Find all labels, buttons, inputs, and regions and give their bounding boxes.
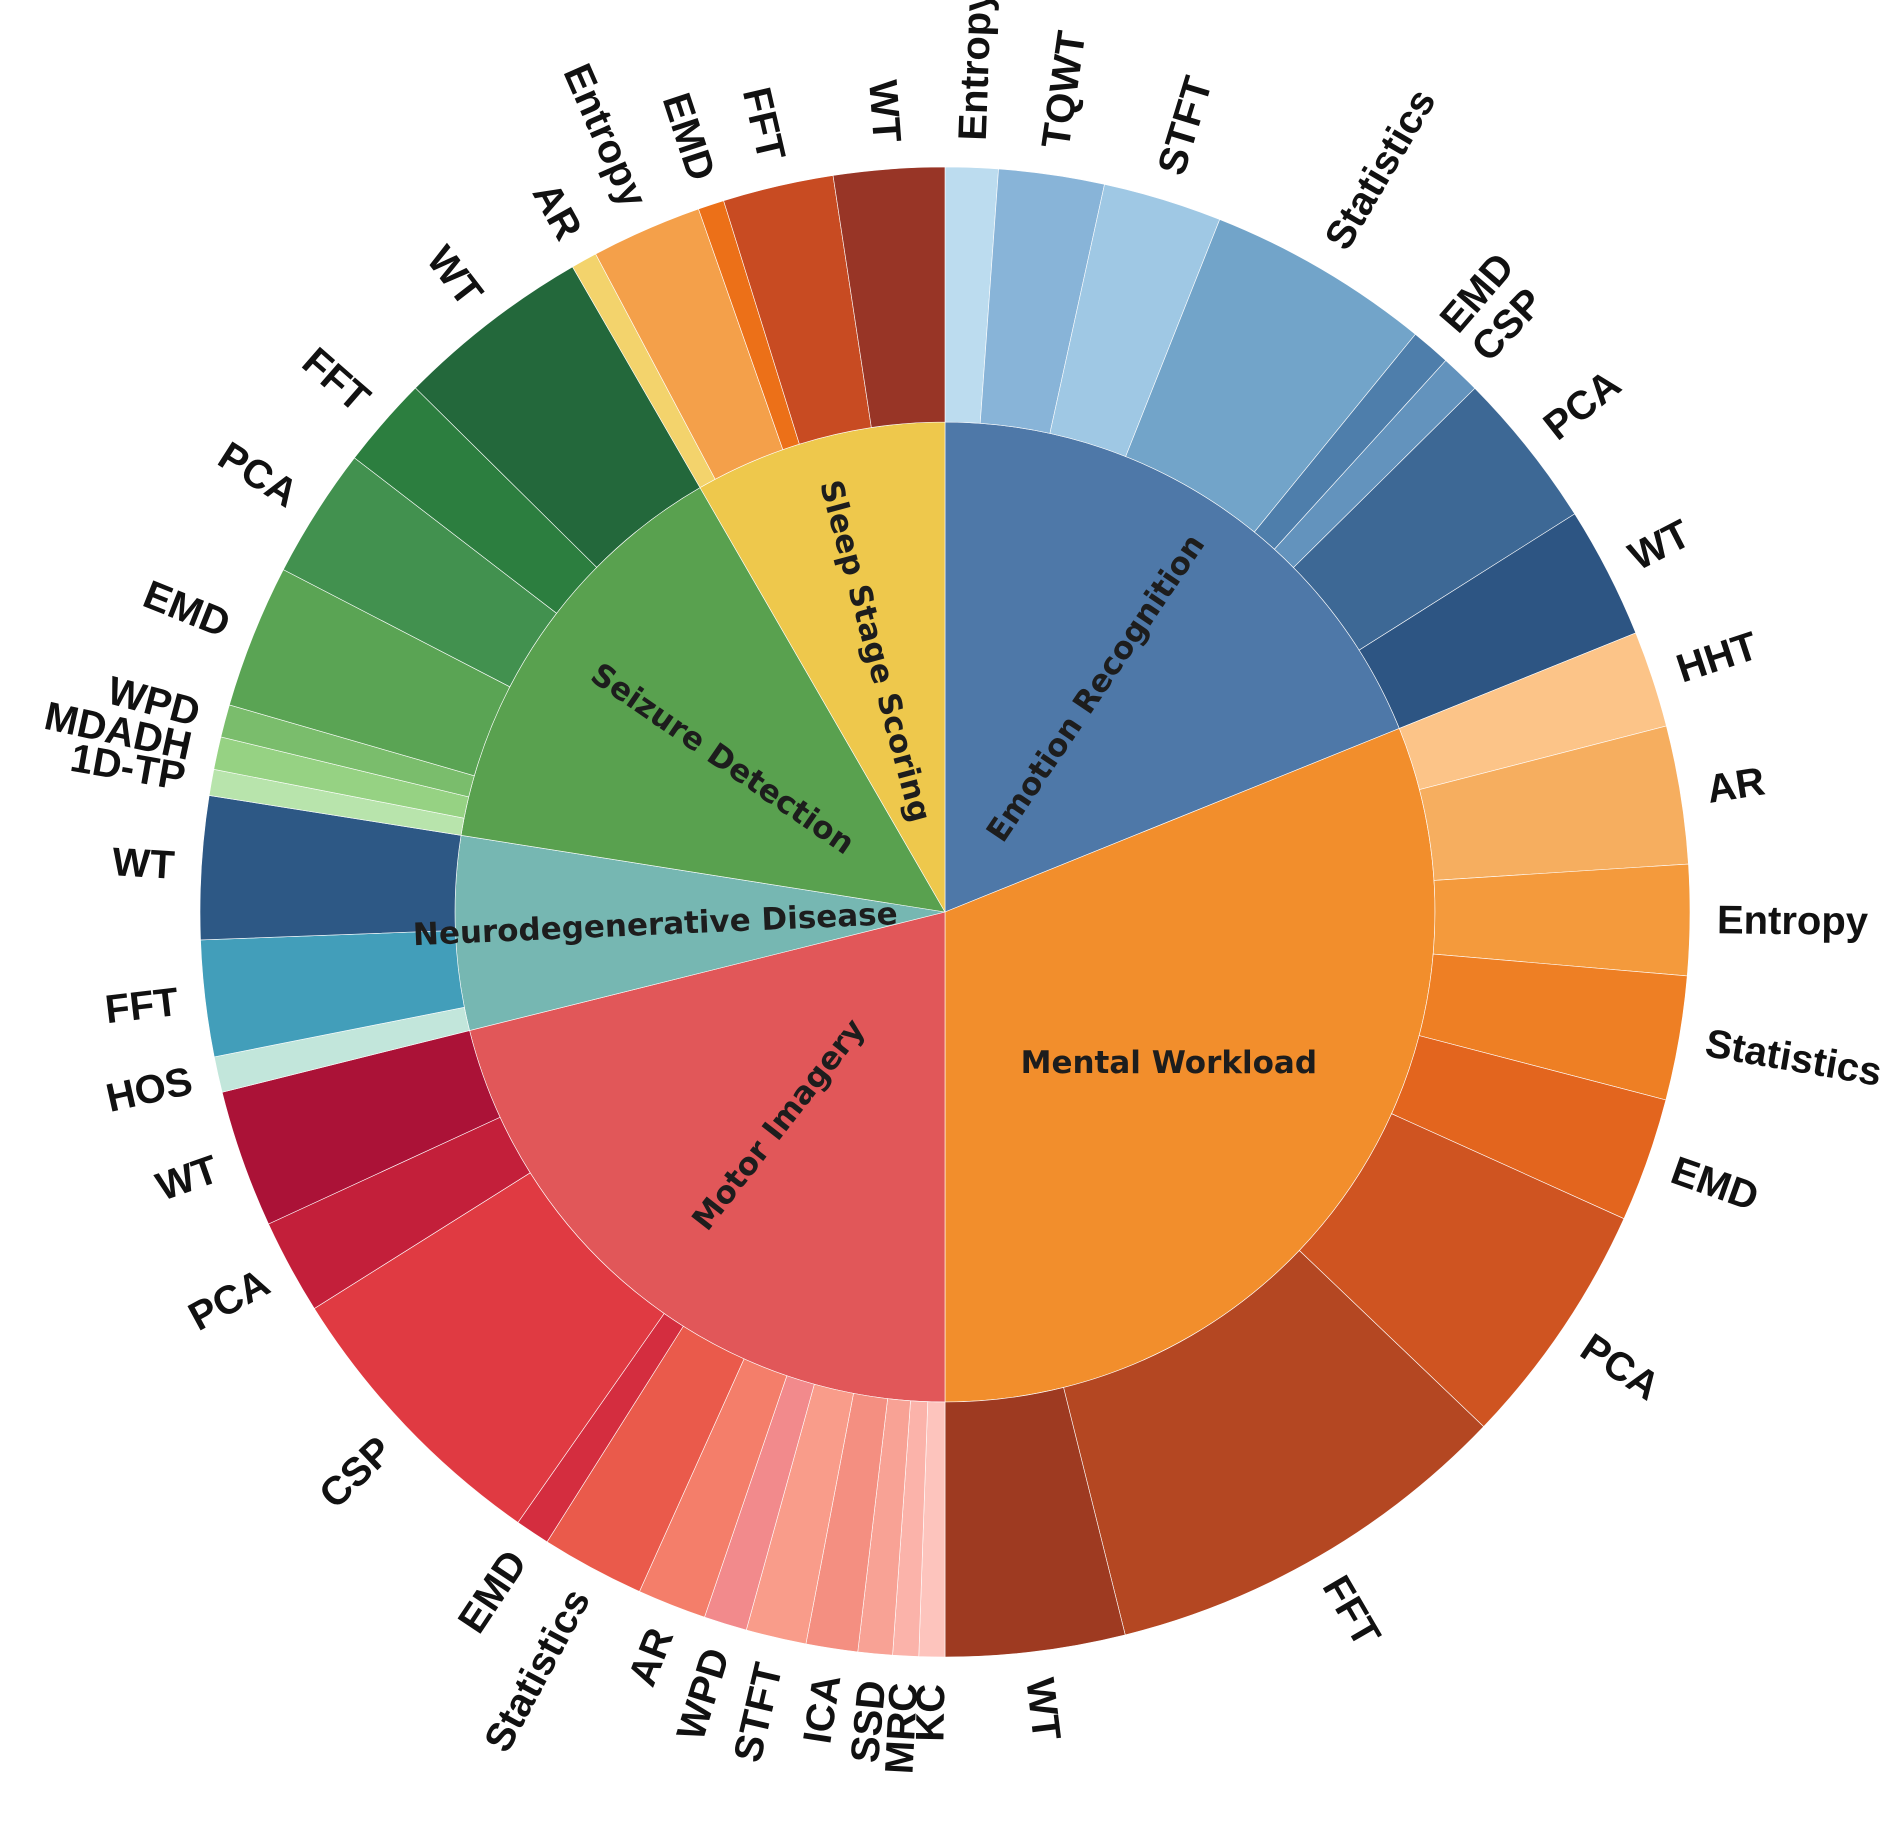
method-label-motor-imagery-wpd: WPD — [669, 1643, 739, 1745]
method-label-neurodegenerative-disease-hos: HOS — [102, 1059, 196, 1121]
method-label-motor-imagery-mrc: MRC — [877, 1682, 926, 1775]
method-label-mental-workload-hht: HHT — [1671, 624, 1763, 692]
method-label-emotion-recognition-tqwt: TQWT — [1034, 28, 1094, 151]
method-label-seizure-detection-fft: FFT — [294, 339, 378, 420]
method-label-neurodegenerative-disease-wt: WT — [111, 840, 176, 888]
method-label-motor-imagery-ssd: SSD — [843, 1679, 895, 1765]
method-label-sleep-stage-scoring-wt: WT — [860, 79, 909, 144]
method-label-emotion-recognition-pca: PCA — [1536, 362, 1629, 449]
method-label-sleep-stage-scoring-ar: AR — [524, 175, 591, 247]
method-label-emotion-recognition-wt: WT — [1622, 512, 1697, 580]
method-label-motor-imagery-wt: WT — [151, 1147, 224, 1209]
method-label-seizure-detection-wt: WT — [418, 238, 491, 314]
method-segment-sleep-stage-scoring-wt[interactable] — [832, 166, 946, 428]
method-label-emotion-recognition-stft: STFT — [1150, 72, 1221, 180]
method-label-mental-workload-ar: AR — [1704, 759, 1768, 812]
outer-ring — [199, 166, 1691, 1658]
method-label-seizure-detection-pca: PCA — [211, 434, 306, 516]
method-label-motor-imagery-ar: AR — [620, 1622, 682, 1692]
method-label-mental-workload-fft: FFT — [1314, 1568, 1389, 1653]
method-label-motor-imagery-emd: EMD — [450, 1543, 536, 1641]
method-label-emotion-recognition-statistics: Statistics — [1317, 82, 1445, 258]
method-label-mental-workload-entropy: Entropy — [1717, 898, 1869, 944]
method-label-mental-workload-pca: PCA — [1573, 1325, 1668, 1409]
method-label-mental-workload-statistics: Statistics — [1702, 1021, 1885, 1095]
method-label-sleep-stage-scoring-emd: EMD — [654, 88, 724, 186]
method-label-sleep-stage-scoring-fft: FFT — [734, 83, 793, 164]
method-label-motor-imagery-stft: STFT — [726, 1659, 792, 1766]
method-label-motor-imagery-pca: PCA — [182, 1261, 277, 1340]
method-label-emotion-recognition-entropy: Entropy — [951, 0, 1000, 141]
method-label-seizure-detection-emd: EMD — [137, 573, 236, 647]
method-label-mental-workload-emd: EMD — [1666, 1148, 1764, 1219]
method-label-motor-imagery-ica: ICA — [795, 1672, 849, 1747]
method-label-mental-workload-wt: WT — [1017, 1676, 1068, 1743]
method-segment-mental-workload-fft[interactable] — [1063, 1250, 1485, 1636]
method-label-motor-imagery-csp: CSP — [311, 1428, 401, 1517]
method-label-neurodegenerative-disease-fft: FFT — [103, 980, 181, 1032]
category-label-mental-workload: Mental Workload — [1021, 1045, 1317, 1081]
inner-ring — [454, 421, 1436, 1403]
method-label-motor-imagery-kc: KC — [908, 1683, 953, 1742]
